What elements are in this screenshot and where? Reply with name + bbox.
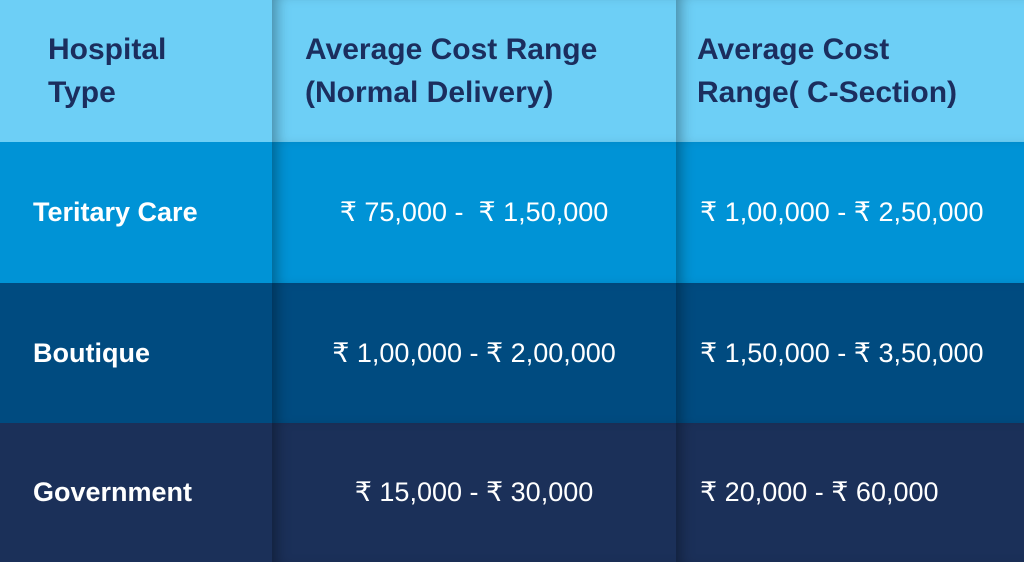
header-cell: Hospital Type (0, 0, 272, 142)
table-cell: Government (0, 423, 272, 562)
table-cell: ₹ 20,000 - ₹ 60,000 (676, 423, 1024, 562)
table-cell: ₹ 1,00,000 - ₹ 2,50,000 (676, 142, 1024, 283)
table-cell: ₹ 75,000 - ₹ 1,50,000 (272, 142, 676, 283)
table-cell: Boutique (0, 283, 272, 423)
table-cell: Teritary Care (0, 142, 272, 283)
header-cell: Average Cost Range( C-Section) (676, 0, 1024, 142)
table-cell: ₹ 15,000 - ₹ 30,000 (272, 423, 676, 562)
header-text: Hospital Type (48, 32, 167, 110)
table-cell: ₹ 1,50,000 - ₹ 3,50,000 (676, 283, 1024, 423)
header-text: Average Cost Range( C-Section) (697, 32, 958, 110)
table-cell: ₹ 1,00,000 - ₹ 2,00,000 (272, 283, 676, 423)
header-text: Average Cost Range (Normal Delivery) (305, 32, 598, 110)
header-cell: Average Cost Range (Normal Delivery) (272, 0, 676, 142)
